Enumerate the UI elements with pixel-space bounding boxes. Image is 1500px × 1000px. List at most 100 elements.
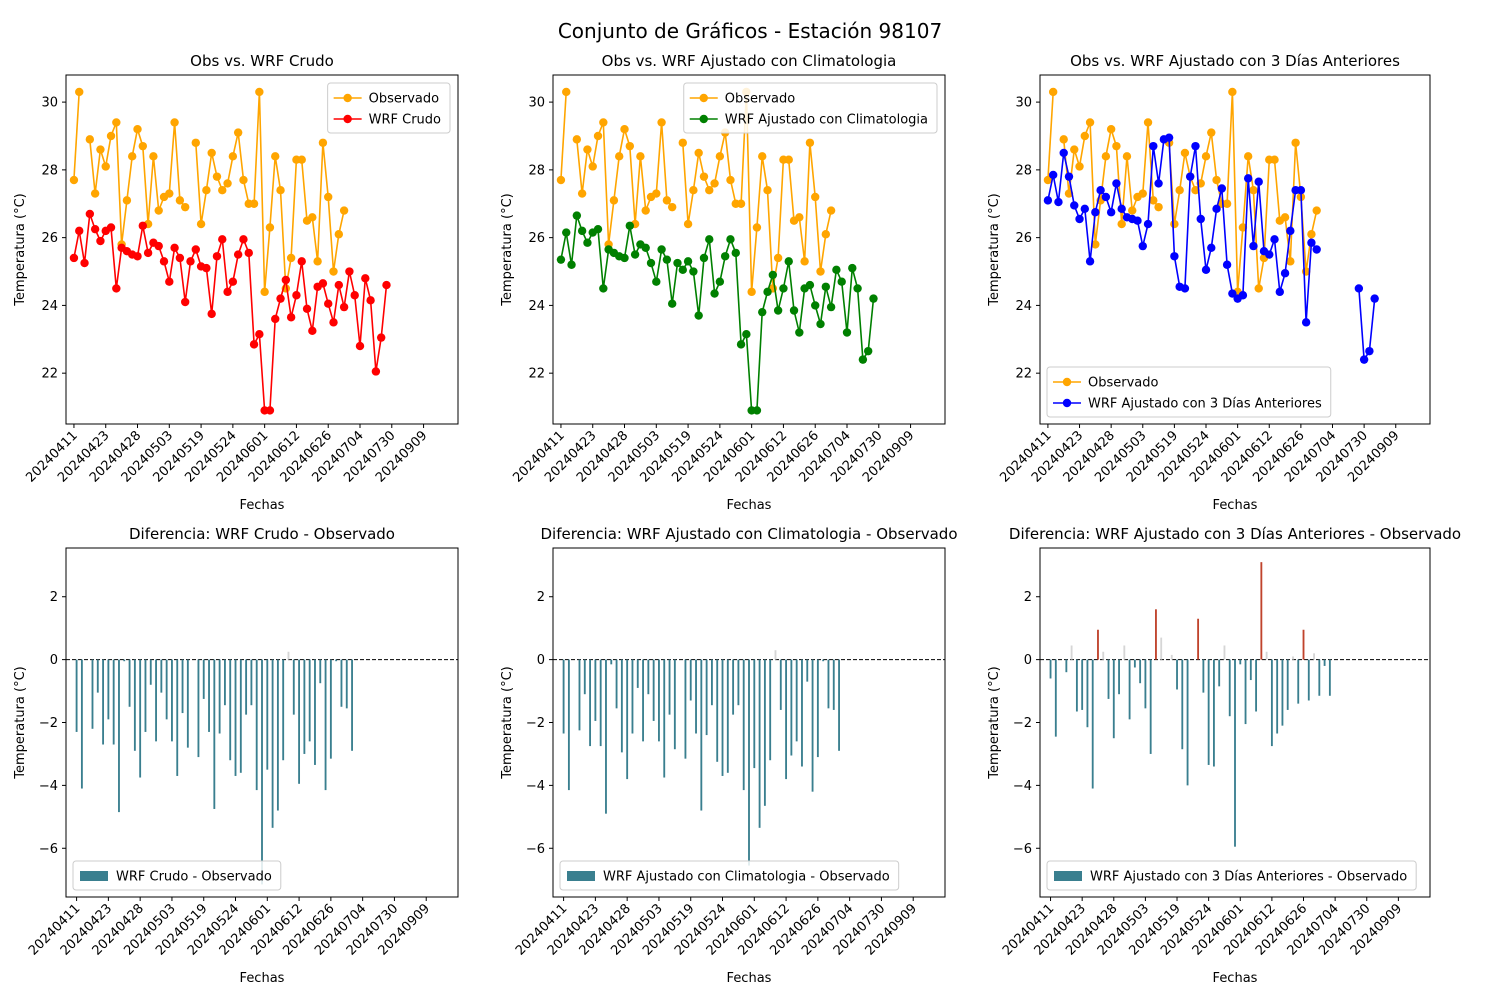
data-point: [1075, 214, 1084, 224]
legend-marker: [699, 93, 708, 103]
data-point: [1286, 226, 1295, 236]
data-point: [138, 221, 148, 230]
bar: [1160, 637, 1163, 660]
data-point: [1196, 214, 1205, 224]
data-point: [1243, 152, 1253, 161]
data-point: [329, 267, 338, 276]
data-point: [1270, 235, 1279, 244]
data-point: [297, 257, 306, 266]
bar: [213, 659, 216, 809]
data-point: [313, 257, 322, 266]
legend-bar-swatch: [1054, 871, 1082, 881]
data-point: [1312, 245, 1321, 254]
x-axis-label: Fechas: [1213, 498, 1258, 513]
data-point: [805, 280, 815, 290]
data-point: [763, 287, 772, 297]
data-point: [821, 230, 831, 239]
bar: [234, 659, 237, 776]
data-point: [1291, 138, 1300, 147]
bar: [790, 659, 793, 756]
bar: [578, 659, 581, 731]
data-point: [657, 245, 666, 254]
panel-6: Diferencia: WRF Ajustado con 3 Días Ante…: [987, 525, 1461, 986]
data-point: [641, 206, 650, 215]
bar: [1070, 645, 1073, 660]
bar: [208, 659, 210, 732]
data-point: [1254, 284, 1263, 293]
bar: [1218, 659, 1221, 687]
data-point: [583, 145, 592, 154]
data-point: [154, 241, 163, 251]
data-point: [811, 192, 820, 202]
bar: [319, 659, 322, 684]
y-tick-label: 0: [537, 653, 545, 668]
data-point: [816, 267, 825, 276]
data-point: [599, 118, 608, 127]
data-point: [1354, 284, 1364, 293]
bar: [1197, 618, 1200, 660]
bar: [1292, 656, 1294, 660]
data-point: [80, 258, 89, 268]
data-point: [1075, 162, 1084, 171]
data-point: [366, 296, 375, 305]
data-point: [699, 172, 709, 181]
bar: [1097, 629, 1099, 660]
data-point: [128, 152, 137, 161]
bar: [1313, 653, 1315, 660]
bar: [1270, 659, 1273, 747]
bar: [700, 659, 703, 811]
bar: [695, 659, 697, 734]
axes-frame: [65, 547, 459, 898]
data-point: [170, 243, 179, 253]
data-point: [800, 257, 809, 266]
bar: [261, 659, 263, 885]
bar: [171, 659, 173, 742]
data-point: [255, 330, 264, 339]
bar: [155, 659, 157, 742]
bar: [112, 659, 115, 745]
bar: [1244, 659, 1247, 725]
bar: [1170, 654, 1173, 660]
series-1: [69, 87, 349, 297]
series-1: [1043, 87, 1321, 297]
y-tick-label: 24: [528, 299, 545, 314]
bar: [218, 659, 221, 734]
data-point: [96, 145, 105, 154]
data-point: [1370, 294, 1379, 303]
bar: [1128, 659, 1131, 720]
data-point: [1280, 269, 1290, 278]
bar: [1139, 659, 1142, 684]
bar: [298, 659, 301, 784]
bar: [753, 659, 756, 769]
data-point: [1143, 118, 1153, 127]
bar: [774, 650, 777, 660]
data-point: [249, 340, 259, 349]
bar: [1054, 659, 1057, 737]
data-point: [715, 277, 725, 286]
data-point: [1122, 152, 1132, 161]
bar: [75, 659, 78, 732]
data-point: [297, 155, 306, 164]
data-point: [281, 275, 291, 285]
y-axis-label: Temperatura (°C): [500, 193, 515, 306]
y-axis-label: Temperatura (°C): [987, 193, 1002, 306]
data-point: [371, 367, 381, 376]
data-point: [1154, 202, 1163, 212]
data-point: [228, 152, 238, 161]
data-point: [1059, 135, 1068, 144]
axes-frame: [1039, 74, 1431, 425]
bar: [737, 659, 740, 706]
data-point: [747, 287, 756, 297]
legend-box: [1046, 366, 1332, 418]
data-point: [334, 280, 344, 290]
panel-title: Obs vs. WRF Crudo: [190, 52, 334, 70]
data-point: [1312, 206, 1321, 215]
bar: [351, 659, 353, 751]
data-point: [826, 206, 836, 215]
data-point: [556, 175, 566, 185]
axes-frame: [552, 547, 946, 898]
data-point: [641, 243, 650, 253]
bar: [732, 659, 735, 715]
data-point: [1091, 208, 1100, 217]
data-point: [212, 252, 222, 261]
